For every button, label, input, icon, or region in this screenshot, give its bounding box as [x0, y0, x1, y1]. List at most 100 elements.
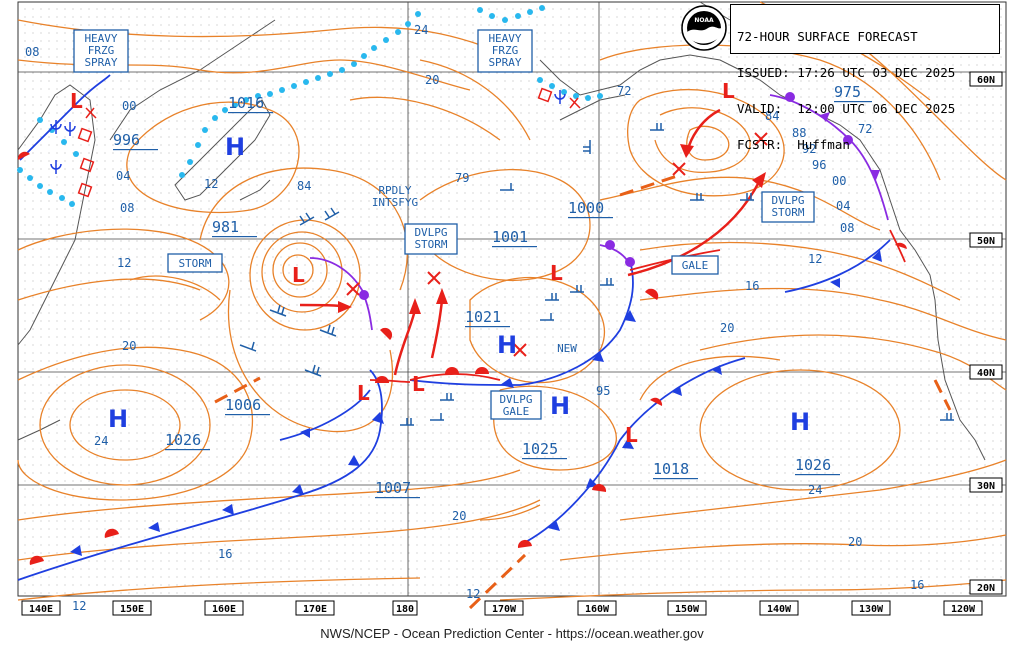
occluded-front-symbols [359, 92, 880, 300]
low-symbol: L [550, 261, 563, 285]
cold-fronts [17, 74, 891, 581]
wind-barbs [239, 123, 954, 426]
latitude-axis: 60N 50N 40N 30N 20N [969, 71, 1003, 595]
pressure-value: 1007 [375, 479, 411, 497]
isobar-label: 12 [72, 599, 86, 613]
isobar-label: 20 [122, 339, 136, 353]
low-symbol: L [412, 372, 425, 396]
pressure-value: 1025 [522, 440, 558, 458]
lat-lon-grid [18, 2, 1006, 596]
coastlines [17, 1, 986, 461]
logo-text: NOAA [694, 17, 714, 24]
valid-time: VALID: 12:00 UTC 06 DEC 2025 [737, 101, 956, 116]
isobar-label: 92 [802, 142, 816, 156]
warning-text: SPRAY [84, 56, 117, 69]
isobar-label: 20 [720, 321, 734, 335]
warning-text: SPRAY [488, 56, 521, 69]
lon-label: 160W [585, 604, 610, 615]
isobar-label: 84 [297, 179, 311, 193]
isobar-label: 04 [836, 199, 850, 213]
warning-text: DVLPG [771, 194, 804, 207]
isobar-label: 24 [94, 434, 108, 448]
warning-text: STORM [414, 238, 447, 251]
lon-label: 170W [492, 604, 517, 615]
isobar-label: 79 [455, 171, 469, 185]
pressure-value: 1021 [465, 308, 501, 326]
isobar-label: 08 [120, 201, 134, 215]
isobar-label: 84 [765, 109, 779, 123]
footer-credit: NWS/NCEP - Ocean Prediction Center - htt… [320, 626, 704, 641]
lon-label: 140W [767, 604, 792, 615]
isobar-label: 16 [218, 547, 232, 561]
isobar-label: 72 [617, 84, 631, 98]
warning-text: GALE [503, 405, 530, 418]
isobar-label: 12 [204, 177, 218, 191]
warning-text: INTSFYG [372, 196, 418, 209]
high-symbol: H [497, 331, 517, 359]
isobar-label: 20 [425, 73, 439, 87]
lat-label: 50N [977, 236, 995, 247]
warning-text: HEAVY [84, 32, 117, 45]
isobar-label: 24 [808, 483, 822, 497]
pressure-value: 1016 [228, 94, 264, 112]
isobar-label: 00 [832, 174, 846, 188]
pressure-value: 1026 [795, 456, 831, 474]
isobar-label: 12 [117, 256, 131, 270]
isobar-label: 24 [414, 23, 428, 37]
ice-edge [17, 5, 603, 207]
warning-text: FRZG [88, 44, 115, 57]
pressure-value: 1026 [165, 431, 201, 449]
isobar-label: 12 [466, 587, 480, 601]
lon-label: 150W [675, 604, 700, 615]
high-symbol: H [550, 392, 570, 420]
pressure-value: 975 [834, 83, 861, 101]
lat-label: 20N [977, 583, 995, 594]
warning-labels: HEAVY FRZG SPRAY HEAVY FRZG SPRAY STORM … [73, 29, 815, 420]
pressure-value: 1018 [653, 460, 689, 478]
lat-label: 40N [977, 368, 995, 379]
isobar-label: 16 [910, 578, 924, 592]
map-frame [17, 1, 1007, 597]
pressure-value: 1001 [492, 228, 528, 246]
lon-label: 170E [303, 604, 327, 615]
lat-label: 30N [977, 481, 995, 492]
low-symbol: L [357, 381, 370, 405]
forecast-title: 72-HOUR SURFACE FORECAST [737, 29, 918, 44]
warning-text: DVLPG [499, 393, 532, 406]
warning-text: FRZG [492, 44, 519, 57]
warning-text: STORM [771, 206, 804, 219]
low-symbol: L [70, 89, 83, 113]
pressure-symbols: H H H H H L L L L L L L [70, 79, 810, 447]
icing-symbols [77, 87, 581, 198]
isobar-label: 12 [808, 252, 822, 266]
warning-text: NEW [557, 342, 577, 355]
warm-front-bumps [17, 151, 907, 565]
lon-label: 120W [951, 604, 976, 615]
troughs [214, 173, 952, 610]
lon-label: 130W [859, 604, 884, 615]
low-symbol: L [625, 423, 638, 447]
isobar-label: 20 [452, 509, 466, 523]
isobar-label: 72 [858, 122, 872, 136]
pressure-value: 1000 [568, 199, 604, 217]
isobar-label: 04 [116, 169, 130, 183]
warning-text: DVLPG [414, 226, 447, 239]
isobar-label: 20 [848, 535, 862, 549]
noaa-logo: NOAA [681, 5, 727, 51]
high-symbol: H [225, 133, 245, 161]
warning-text: RPDLY [378, 184, 411, 197]
isobar-label: 16 [745, 279, 759, 293]
low-symbol: L [292, 263, 305, 287]
high-symbol: H [108, 405, 128, 433]
isobar-label: 96 [812, 158, 826, 172]
longitude-axis: 140E 150E 160E 170E 180 170W 160W 150W 1… [21, 600, 983, 616]
isobar-label: 08 [25, 45, 39, 59]
isobar-label: 95 [596, 384, 610, 398]
arrow-heads [338, 144, 766, 314]
lon-label: 150E [120, 604, 144, 615]
cold-front-barbs [70, 250, 882, 556]
lon-label: 180 [396, 604, 414, 615]
freezing-spray-symbols [50, 90, 566, 174]
pressure-value: 981 [212, 218, 239, 236]
